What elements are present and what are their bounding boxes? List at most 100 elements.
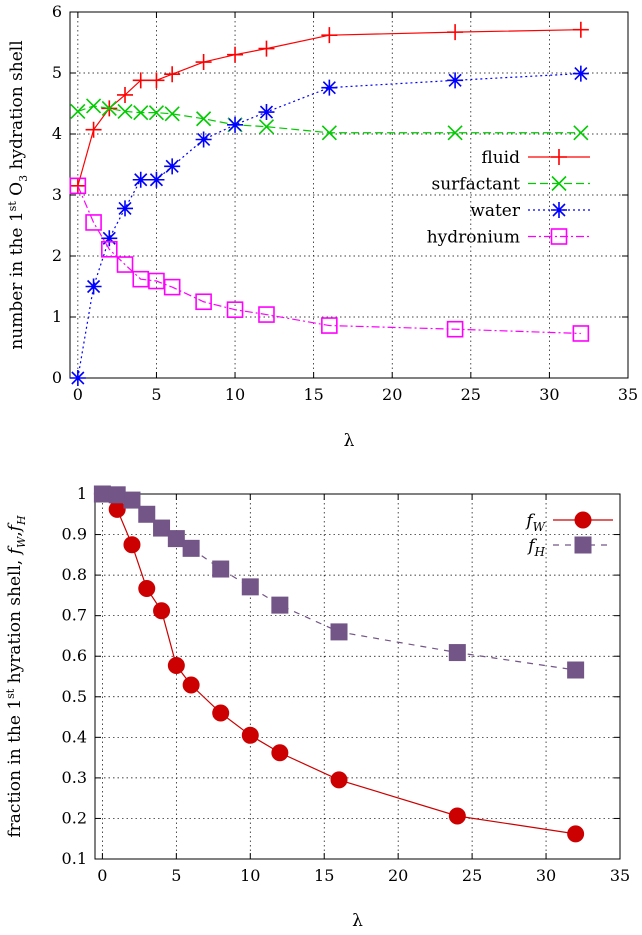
y-axis-label-part: O (7, 182, 27, 201)
y-axis-label-part: , (5, 531, 25, 536)
y-tick-label: 0 (52, 368, 62, 387)
series-2-point-10 (321, 79, 338, 96)
series-1-point-2 (123, 491, 141, 509)
series-3-point-7 (195, 293, 212, 311)
x-tick-label: 10 (225, 385, 245, 404)
y-axis-label-part: hydration shell (7, 40, 27, 175)
x-tick-label: 0 (73, 385, 83, 404)
y-axis-label-part: H (15, 515, 28, 526)
y-tick-label: 0.3 (62, 768, 87, 787)
series-3-point-6 (163, 278, 181, 296)
chart-panel-1: 0 5 10 15 20 25 30 35 0.1 0.2 0.3 0.4 0.5 0.6 0.7 0.8 0.… (4, 484, 630, 931)
y-tick-label: 3 (52, 185, 62, 204)
series-0-point-11 (447, 24, 464, 41)
y-tick-label: 0.6 (62, 646, 87, 665)
series-1-point-7 (196, 111, 212, 127)
legend-label-water: water (470, 201, 521, 221)
y-axis-label: fraction in the 1st hyration shell, fW,f… (4, 515, 28, 838)
y-axis-label-part: hyration shell, (5, 554, 25, 689)
series-1-point-7 (212, 560, 230, 578)
series-0-point-5 (148, 72, 165, 89)
series-0-point-4 (132, 72, 149, 89)
x-tick-label: 5 (171, 866, 181, 885)
series-3-point-9 (258, 306, 275, 323)
series-line-hydronium (77, 185, 581, 335)
legend-label-sub: W (533, 520, 547, 534)
y-tick-label: 2 (52, 246, 62, 265)
series-2-point-5 (148, 171, 165, 188)
series-1-point-4 (133, 105, 149, 121)
series-1-point-4 (153, 519, 171, 537)
series-1-point-3 (138, 505, 156, 523)
series-1-point-10 (321, 125, 337, 141)
series-1-point-10 (330, 623, 348, 641)
x-tick-label: 20 (382, 385, 402, 404)
series-0-point-7 (195, 54, 212, 71)
series-2-point-7 (195, 131, 212, 148)
series-0-point-12 (572, 21, 589, 38)
y-tick-label: 4 (52, 124, 62, 143)
x-tick-label: 0 (97, 866, 107, 885)
x-tick-label: 15 (303, 385, 323, 404)
y-tick-label: 1 (77, 484, 87, 503)
series-0-point-7 (212, 704, 230, 722)
series-1-point-legend (551, 175, 567, 192)
series-2-point-0 (69, 370, 86, 386)
series-1-point-5 (167, 530, 185, 548)
series-fluid (69, 21, 589, 194)
series-1-point-11 (447, 125, 463, 141)
series-2-point-11 (447, 72, 464, 89)
series-water (69, 65, 589, 386)
series-3-point-11 (446, 320, 464, 338)
x-tick-label: 5 (151, 385, 161, 404)
series-2-point-9 (258, 104, 275, 121)
series-fW (93, 485, 585, 843)
series-2-point-3 (117, 200, 134, 217)
legend-label-surfactant: surfactant (432, 175, 521, 195)
plot-frame (94, 493, 621, 860)
series-3-point-3 (116, 256, 134, 273)
series-2-point-1 (85, 278, 102, 295)
series-3-point-10 (321, 317, 338, 334)
series-line-fH (102, 493, 576, 671)
series-0-point-1 (85, 121, 102, 138)
y-tick-label: 0.8 (62, 565, 87, 584)
y-tick-label: 5 (52, 63, 62, 82)
series-2-point-4 (132, 171, 149, 188)
y-axis-label-part: 3 (17, 175, 30, 182)
series-1-point-0 (70, 103, 86, 119)
series-0-point-10 (321, 27, 338, 44)
y-axis-label-part: f (5, 522, 25, 533)
y-axis-label-part: number in the 1 (7, 211, 27, 349)
series-0-point-3 (117, 86, 134, 103)
y-tick-label: 0.7 (62, 606, 87, 625)
series-0-point-8 (241, 726, 259, 744)
series-2-point-8 (227, 116, 244, 133)
series-1-point-2 (101, 100, 117, 116)
legend-label-main: f (526, 536, 537, 556)
legend-label-hydronium: hydronium (427, 228, 520, 248)
series-3-point-0 (69, 177, 87, 195)
y-axis-label-part: st (6, 201, 19, 212)
series-0-point-3 (138, 579, 156, 597)
series-3-point-legend (550, 228, 568, 245)
x-tick-label: 10 (240, 866, 260, 885)
y-tick-label: 1 (52, 307, 62, 326)
series-1-point-0 (93, 485, 111, 503)
y-tick-label: 0.4 (62, 727, 87, 746)
y-axis-label-part: f (5, 545, 25, 556)
y-tick-label: 0.5 (62, 687, 87, 706)
y-axis-label-part: st (4, 688, 17, 699)
series-2-point-2 (101, 230, 118, 247)
y-tick-label: 0.1 (62, 849, 87, 868)
series-1-point-1 (86, 98, 102, 114)
y-tick-label: 6 (52, 2, 62, 21)
chart-panel-0: 0 5 10 15 20 25 30 35 0 1 2 3 4 5 6 λ number in the 1st … (6, 2, 638, 451)
x-tick-label: 20 (388, 866, 408, 885)
series-0-point-5 (167, 657, 185, 675)
series-0-point-4 (153, 602, 171, 620)
series-1-point-3 (117, 103, 133, 119)
series-0-point-8 (227, 46, 244, 63)
series-2-point-legend (551, 202, 567, 218)
